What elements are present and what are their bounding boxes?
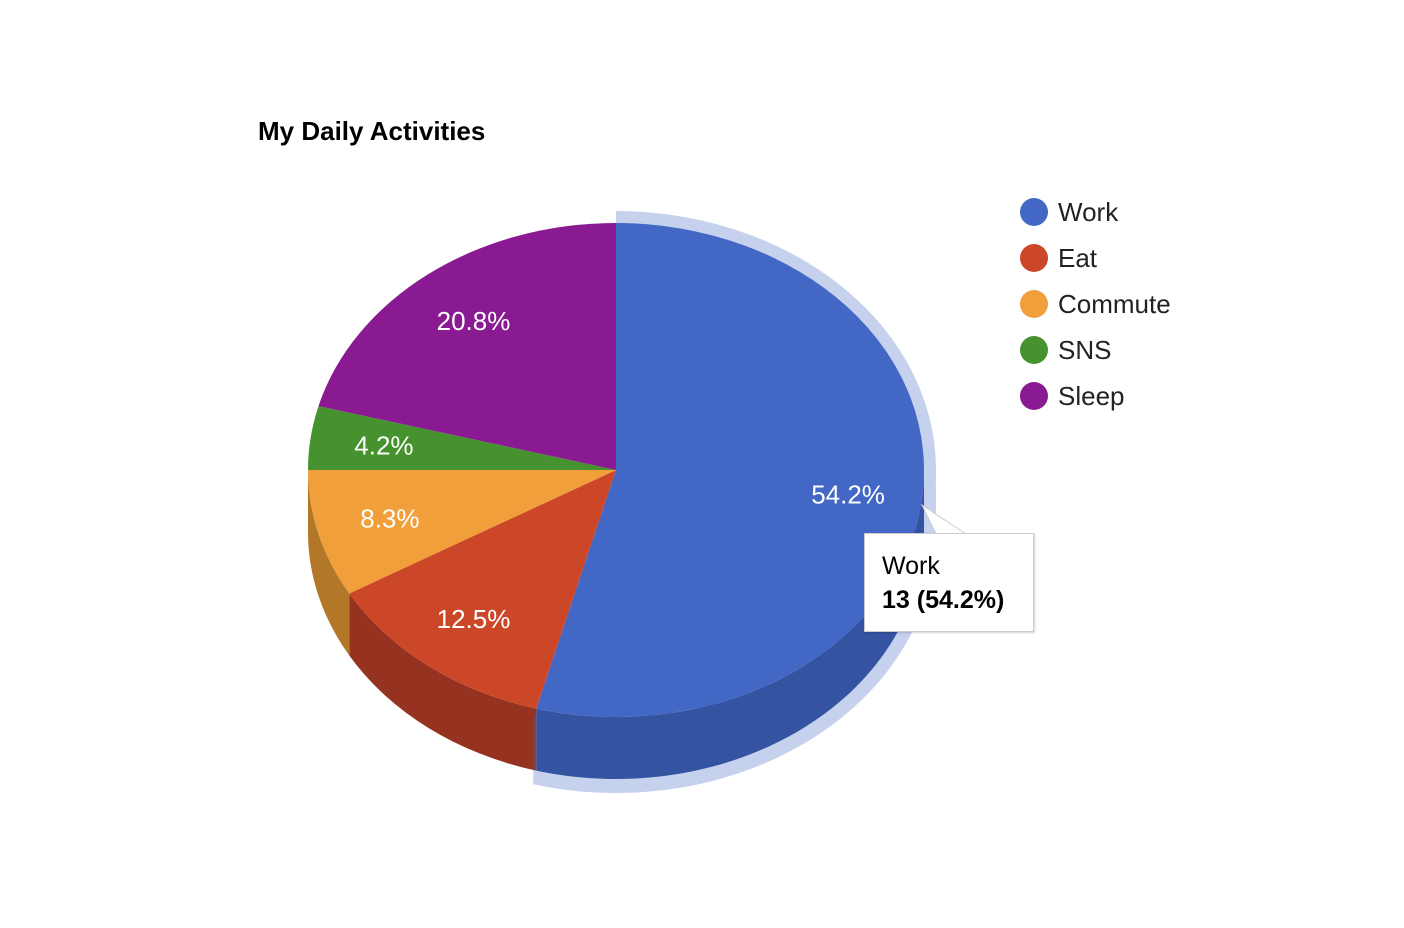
legend-swatch <box>1020 336 1048 364</box>
legend-label: Eat <box>1058 242 1098 273</box>
pie-slice-work <box>536 223 924 718</box>
slice-label-commute: 8.3% <box>360 504 419 534</box>
legend-item-work[interactable]: Work <box>1020 189 1171 235</box>
pie-slice-eat <box>349 470 616 709</box>
legend-item-commute[interactable]: Commute <box>1020 281 1171 327</box>
legend: Work Eat Commute SNS Sleep <box>1020 189 1171 419</box>
legend-item-sleep[interactable]: Sleep <box>1020 373 1171 419</box>
highlight-ring-side <box>533 470 936 793</box>
pie-slice-sns <box>308 406 616 470</box>
pie-slice-side-commute <box>308 470 350 656</box>
legend-swatch <box>1020 290 1048 318</box>
slice-label-eat: 12.5% <box>437 604 511 634</box>
legend-label: Sleep <box>1058 380 1125 411</box>
pie-slice-side-eat <box>349 593 537 771</box>
legend-label: Commute <box>1058 288 1171 319</box>
chart-title: My Daily Activities <box>258 116 486 146</box>
legend-label: Work <box>1058 196 1119 227</box>
legend-item-eat[interactable]: Eat <box>1020 235 1171 281</box>
pie-slice-side-work <box>536 470 924 780</box>
tooltip: Work 13 (54.2%) <box>864 533 1034 632</box>
legend-swatch <box>1020 244 1048 272</box>
slice-label-sns: 4.2% <box>354 430 413 460</box>
pie-slice-sleep <box>318 223 616 470</box>
pie-slice-commute <box>308 470 616 594</box>
slice-label-work: 54.2% <box>811 480 885 510</box>
tooltip-label: Work <box>882 552 940 580</box>
legend-item-sns[interactable]: SNS <box>1020 327 1171 373</box>
legend-swatch <box>1020 382 1048 410</box>
tooltip-value: 13 (54.2%) <box>882 586 1005 614</box>
legend-label: SNS <box>1058 334 1112 365</box>
slice-label-sleep: 20.8% <box>437 306 511 336</box>
legend-swatch <box>1020 198 1048 226</box>
